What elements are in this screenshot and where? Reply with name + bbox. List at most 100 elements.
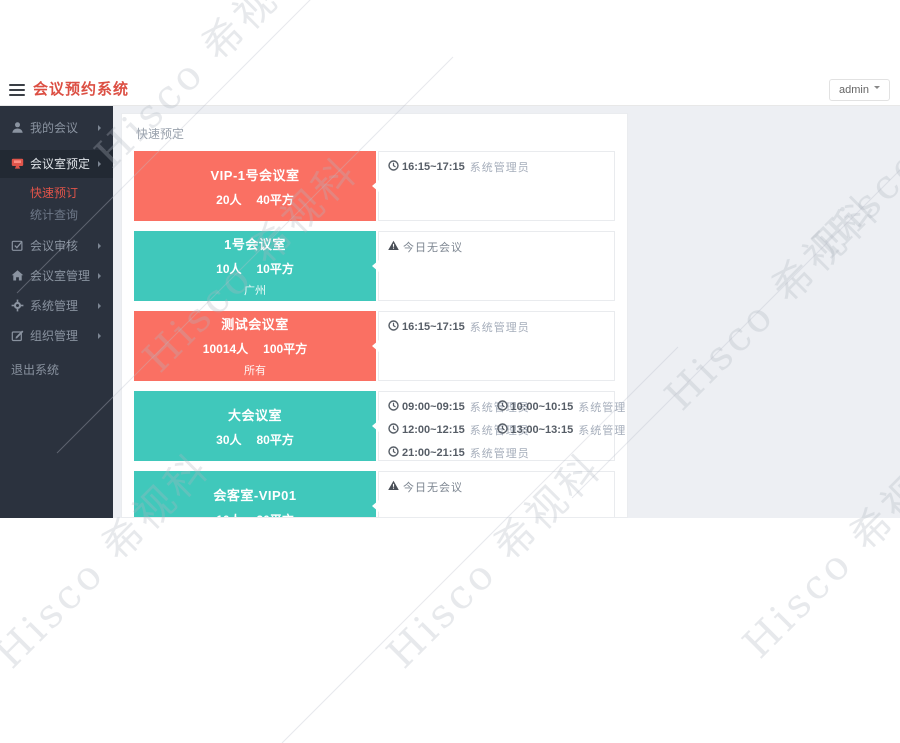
room-capacity: 10014人 bbox=[202, 342, 249, 356]
sidebar-item-room-management[interactable]: 会议室管理 bbox=[0, 262, 113, 290]
room-name: 大会议室 bbox=[227, 407, 282, 423]
room-area: 80平方 bbox=[256, 432, 294, 447]
schedule-time: 21:00~21:15 bbox=[402, 447, 465, 459]
room-card-vip1[interactable]: VIP-1号会议室 20人 40平方 bbox=[134, 151, 376, 221]
room-capacity: 30人 bbox=[216, 432, 242, 447]
no-meeting-text: 今日无会议 bbox=[403, 242, 463, 254]
room-row: 1号会议室 10人 10平方 广州 今日无会议 bbox=[134, 231, 615, 301]
room-name: 测试会议室 bbox=[221, 317, 289, 332]
clock-icon bbox=[496, 423, 508, 437]
sidebar-item-organization-management[interactable]: 组织管理 bbox=[0, 322, 113, 350]
schedule-entry: 12:00~12:15 系统管理员 bbox=[388, 422, 529, 438]
room-row: 会客室-VIP01 10人 30平方 今日无会议 bbox=[134, 471, 615, 518]
sidebar-item-label: 会议室预定 bbox=[30, 157, 91, 171]
schedule-organizer: 系统管理员 bbox=[469, 402, 530, 414]
schedule-organizer: 系统管理员 bbox=[469, 448, 530, 460]
schedule-time: 10:00~10:15 bbox=[510, 401, 574, 413]
schedule-time: 12:00~12:15 bbox=[402, 424, 465, 436]
schedule-time: 09:00~09:15 bbox=[402, 401, 465, 413]
schedule-entry: 16:15~17:15 系统管理员 bbox=[388, 159, 529, 175]
monitor-icon bbox=[11, 152, 24, 169]
app-title: 会议预约系统 bbox=[33, 81, 130, 98]
clock-icon bbox=[388, 446, 399, 460]
room-area: 40平方 bbox=[256, 192, 294, 207]
room-capacity: 10人 bbox=[216, 511, 241, 518]
warning-icon bbox=[388, 240, 399, 254]
room-row: 大会议室 30人 80平方 09:00~09:15 系统管理员 10:00~10:… bbox=[134, 391, 627, 461]
room-row: 测试会议室 10014人 100平方 所有 16:15~17:15 系统管理员 bbox=[134, 311, 615, 381]
chevron-right-icon bbox=[98, 333, 104, 339]
sidebar-item-room-booking[interactable]: 会议室预定 bbox=[0, 150, 113, 178]
clock-icon bbox=[496, 400, 508, 414]
gear-icon bbox=[11, 294, 24, 312]
room-schedule-panel: 09:00~09:15 系统管理员 10:00~10:15 系统管理员 12:0… bbox=[372, 391, 627, 461]
sidebar-item-label: 会议室管理 bbox=[30, 269, 91, 283]
user-icon bbox=[11, 116, 24, 133]
schedule-entry: 09:00~09:15 系统管理员 bbox=[388, 399, 529, 415]
chevron-right-icon bbox=[98, 303, 104, 309]
no-meeting-notice: 今日无会议 bbox=[388, 479, 605, 495]
room-schedule-panel: 今日无会议 bbox=[372, 471, 615, 517]
room-location: 所有 bbox=[244, 365, 266, 377]
edit-icon bbox=[11, 324, 24, 342]
check-square-icon bbox=[11, 234, 24, 251]
hamburger-menu-icon[interactable] bbox=[9, 84, 25, 96]
no-meeting-notice: 今日无会议 bbox=[388, 239, 605, 255]
sidebar: 我的会议 会议室预定 快速预订 统计查询 会议审核 会议室管理 系统管理 组织管… bbox=[0, 106, 113, 518]
room-schedule-panel: 16:15~17:15 系统管理员 bbox=[372, 151, 615, 221]
room-name: 1号会议室 bbox=[224, 237, 286, 252]
schedule-time: 13:00~13:15 bbox=[510, 424, 574, 436]
chevron-right-icon bbox=[98, 273, 104, 279]
clock-icon bbox=[388, 320, 399, 334]
room-card-no1[interactable]: 1号会议室 10人 10平方 广州 bbox=[134, 231, 376, 301]
warning-icon bbox=[388, 480, 399, 494]
quick-booking-panel: 快速预定 VIP-1号会议室 20人 40平方 16:15~17:15 系统管理员… bbox=[121, 113, 628, 518]
schedule-entry: 10:00~10:15 系统管理员 bbox=[496, 399, 627, 415]
caret-down-icon bbox=[874, 86, 880, 92]
sidebar-item-label: 退出系统 bbox=[11, 363, 60, 377]
room-name: VIP-1号会议室 bbox=[210, 167, 300, 183]
user-menu-button[interactable]: admin bbox=[829, 79, 890, 101]
room-schedule-panel: 16:15~17:15 系统管理员 bbox=[372, 311, 615, 381]
room-row: VIP-1号会议室 20人 40平方 16:15~17:15 系统管理员 bbox=[134, 151, 615, 221]
schedule-organizer: 系统管理员 bbox=[578, 402, 627, 414]
no-meeting-text: 今日无会议 bbox=[403, 482, 463, 494]
room-area: 100平方 bbox=[263, 342, 308, 356]
schedule-entry: 16:15~17:15 系统管理员 bbox=[388, 319, 529, 335]
room-card-test[interactable]: 测试会议室 10014人 100平方 所有 bbox=[134, 311, 376, 381]
sidebar-item-logout[interactable]: 退出系统 bbox=[0, 356, 113, 384]
clock-icon bbox=[388, 160, 399, 174]
sidebar-subitem-statistics-query[interactable]: 统计查询 bbox=[0, 204, 113, 226]
sidebar-item-label: 会议审核 bbox=[30, 239, 79, 253]
chevron-right-icon bbox=[98, 243, 104, 249]
room-card-large[interactable]: 大会议室 30人 80平方 bbox=[134, 391, 376, 461]
sidebar-subitem-quick-booking[interactable]: 快速预订 bbox=[0, 182, 113, 204]
schedule-organizer: 系统管理员 bbox=[469, 162, 530, 174]
schedule-entry: 21:00~21:15 系统管理员 bbox=[388, 445, 529, 461]
schedule-organizer: 系统管理员 bbox=[469, 425, 530, 437]
chevron-right-icon bbox=[98, 125, 104, 131]
clock-icon bbox=[388, 400, 399, 414]
schedule-time: 16:15~17:15 bbox=[402, 321, 465, 333]
user-menu-label: admin bbox=[839, 84, 869, 96]
room-area: 10平方 bbox=[256, 262, 294, 276]
sidebar-item-label: 组织管理 bbox=[30, 329, 79, 343]
clock-icon bbox=[388, 423, 399, 437]
chevron-right-icon bbox=[98, 161, 104, 167]
room-area: 30平方 bbox=[257, 511, 294, 518]
room-location: 广州 bbox=[244, 285, 266, 297]
room-card-vip01[interactable]: 会客室-VIP01 10人 30平方 bbox=[134, 471, 376, 518]
room-capacity: 20人 bbox=[216, 192, 242, 207]
sidebar-item-meeting-review[interactable]: 会议审核 bbox=[0, 232, 113, 260]
schedule-organizer: 系统管理员 bbox=[469, 322, 530, 334]
room-name: 会客室-VIP01 bbox=[213, 487, 297, 503]
schedule-organizer: 系统管理员 bbox=[578, 425, 627, 437]
room-schedule-panel: 今日无会议 bbox=[372, 231, 615, 301]
sidebar-item-label: 我的会议 bbox=[30, 121, 79, 135]
sidebar-item-my-meetings[interactable]: 我的会议 bbox=[0, 114, 113, 142]
sidebar-item-system-management[interactable]: 系统管理 bbox=[0, 292, 113, 320]
top-header-bar: 会议预约系统 admin bbox=[0, 75, 900, 106]
schedule-entry: 13:00~13:15 系统管理员 bbox=[496, 422, 627, 438]
room-capacity: 10人 bbox=[216, 262, 242, 276]
sidebar-item-label: 系统管理 bbox=[30, 299, 79, 313]
